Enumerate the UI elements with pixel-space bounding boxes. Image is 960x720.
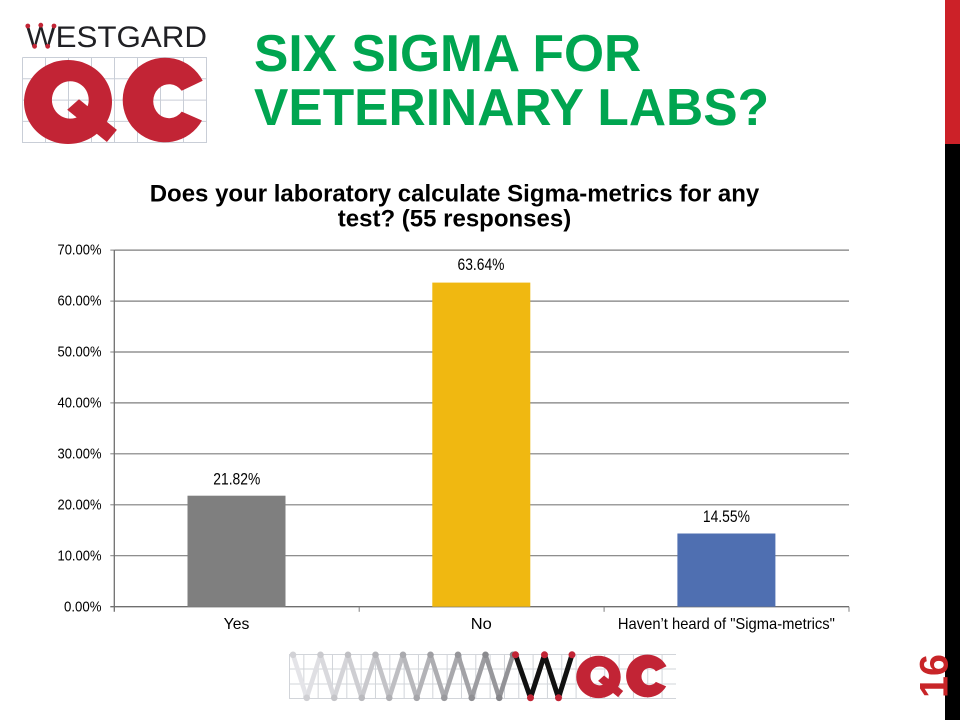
- svg-text:Yes: Yes: [224, 616, 250, 633]
- svg-text:Haven’t heard of "Sigma-metric: Haven’t heard of "Sigma-metrics": [618, 616, 835, 633]
- svg-text:40.00%: 40.00%: [58, 395, 102, 412]
- svg-text:0.00%: 0.00%: [64, 598, 102, 615]
- svg-text:test? (55 responses): test? (55 responses): [338, 206, 571, 233]
- svg-text:10.00%: 10.00%: [58, 547, 102, 564]
- svg-text:14.55%: 14.55%: [703, 507, 750, 526]
- svg-text:No: No: [471, 616, 492, 633]
- svg-text:21.82%: 21.82%: [213, 469, 260, 488]
- svg-text:30.00%: 30.00%: [58, 445, 102, 462]
- svg-text:20.00%: 20.00%: [58, 496, 102, 513]
- svg-text:50.00%: 50.00%: [58, 344, 102, 361]
- svg-text:63.64%: 63.64%: [458, 255, 505, 274]
- svg-text:16: 16: [913, 654, 957, 698]
- svg-text:70.00%: 70.00%: [58, 242, 102, 259]
- svg-text:Does your laboratory calculate: Does your laboratory calculate Sigma-met…: [150, 181, 760, 208]
- svg-text:60.00%: 60.00%: [58, 293, 102, 310]
